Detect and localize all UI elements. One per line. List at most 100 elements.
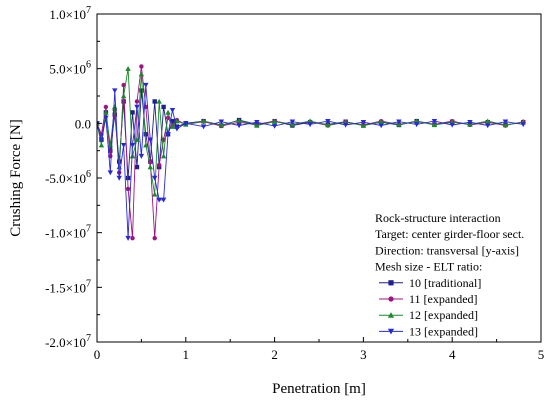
data-point xyxy=(107,170,114,176)
data-point xyxy=(236,117,242,123)
data-point xyxy=(183,121,189,127)
data-point xyxy=(152,235,157,241)
data-point xyxy=(134,104,140,110)
data-point xyxy=(147,164,153,170)
data-point xyxy=(143,82,149,88)
data-point xyxy=(103,109,109,115)
legend-swatch-marker xyxy=(387,312,395,318)
legend-swatch-marker xyxy=(388,280,394,286)
data-point xyxy=(121,82,126,88)
data-point xyxy=(236,123,242,129)
data-point xyxy=(254,122,260,128)
x-axis-title: Penetration [m] xyxy=(272,381,366,397)
data-point xyxy=(161,104,166,110)
legend-label: 13 [expanded] xyxy=(409,324,478,338)
y-axis-title: Crushing Force [N] xyxy=(8,119,24,236)
data-point xyxy=(108,148,113,153)
data-point xyxy=(143,142,149,148)
data-point xyxy=(378,123,384,129)
y-tick-label: 1.0×107 xyxy=(49,5,91,22)
data-point xyxy=(396,119,402,125)
data-point xyxy=(103,115,109,121)
data-point xyxy=(152,175,158,181)
data-point xyxy=(147,137,153,143)
data-point xyxy=(200,124,207,130)
data-point xyxy=(160,153,167,159)
data-point xyxy=(134,164,140,170)
data-point xyxy=(156,98,162,104)
y-tick-label: 5.0×106 xyxy=(49,60,91,77)
x-tick-label: 4 xyxy=(449,347,456,362)
legend-item: 11 [expanded] xyxy=(379,292,478,306)
y-tick-label: -2.0×107 xyxy=(45,333,91,350)
x-tick-label: 1 xyxy=(183,347,190,362)
data-point xyxy=(98,137,105,143)
data-point xyxy=(139,88,144,93)
legend-item: 12 [expanded] xyxy=(379,308,478,322)
data-point xyxy=(218,119,225,125)
series-line xyxy=(97,68,524,195)
x-tick-label: 5 xyxy=(538,347,545,362)
data-point xyxy=(152,99,157,104)
data-point xyxy=(174,126,180,132)
data-point xyxy=(360,122,367,128)
data-point xyxy=(307,118,313,124)
data-point xyxy=(520,122,526,128)
data-point xyxy=(120,143,127,148)
data-point xyxy=(130,110,135,115)
data-point xyxy=(152,191,158,197)
data-point xyxy=(125,186,131,192)
data-point xyxy=(413,118,420,124)
data-point xyxy=(431,118,438,124)
data-point xyxy=(165,109,171,115)
data-point xyxy=(129,153,136,159)
data-point xyxy=(125,235,131,241)
legend-swatch-marker xyxy=(388,296,394,302)
data-point xyxy=(138,153,145,159)
data-point xyxy=(271,118,278,124)
x-tick-label: 0 xyxy=(94,347,101,362)
data-point xyxy=(134,99,140,104)
legend-item: 13 [expanded] xyxy=(379,324,478,338)
data-point xyxy=(156,162,162,168)
data-point xyxy=(169,108,176,113)
data-point xyxy=(467,120,473,125)
data-point xyxy=(413,122,420,128)
data-point xyxy=(160,197,167,203)
data-point xyxy=(307,122,313,128)
data-point xyxy=(120,93,127,99)
legend-label: 10 [traditional] xyxy=(409,276,481,290)
data-point xyxy=(485,123,491,129)
x-tick-label: 2 xyxy=(271,347,278,362)
data-point xyxy=(485,118,491,124)
data-point xyxy=(143,132,149,137)
data-point xyxy=(502,119,509,125)
data-point xyxy=(165,132,171,137)
data-point xyxy=(502,122,509,128)
data-point xyxy=(169,123,176,129)
series-layer xyxy=(97,64,526,241)
data-point xyxy=(134,137,140,142)
data-point xyxy=(218,122,225,128)
data-point xyxy=(254,120,260,125)
legend-title-line: Target: center girder-floor sect. xyxy=(375,227,524,241)
data-point xyxy=(116,175,122,181)
data-point xyxy=(130,235,135,241)
data-point xyxy=(156,197,162,203)
data-point xyxy=(125,65,131,71)
data-point xyxy=(325,122,331,128)
series-3 xyxy=(97,65,526,197)
data-point xyxy=(98,142,105,148)
data-point xyxy=(449,122,455,128)
data-point xyxy=(125,175,131,181)
data-point xyxy=(139,64,144,69)
y-tick-label: -5.0×106 xyxy=(45,169,91,186)
data-point xyxy=(112,104,118,110)
y-tick-label: 0.0 xyxy=(75,116,91,131)
data-point xyxy=(289,119,296,125)
data-point xyxy=(431,122,438,128)
data-point xyxy=(103,104,109,110)
data-point xyxy=(170,118,175,124)
legend-item: 10 [traditional] xyxy=(379,276,481,290)
